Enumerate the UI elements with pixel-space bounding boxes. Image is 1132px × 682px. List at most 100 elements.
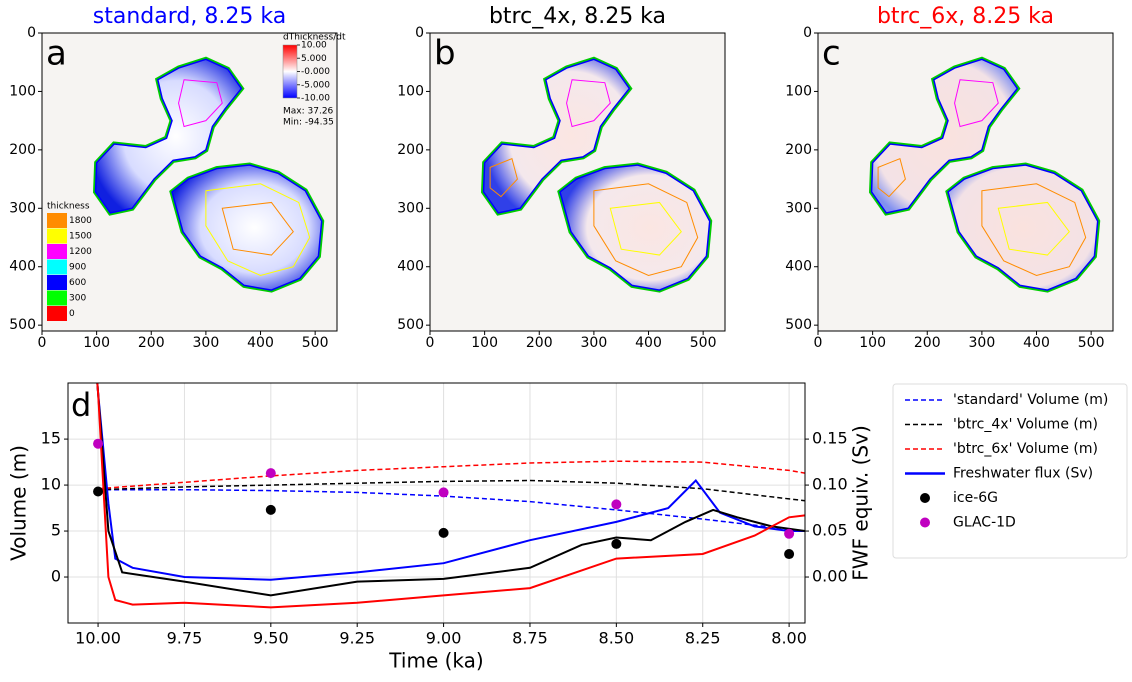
y-tick-label: 200 — [9, 142, 36, 158]
panel-letter: a — [46, 34, 67, 74]
series-line — [98, 490, 805, 531]
x-tick-label: 9.75 — [167, 629, 203, 648]
y-tick-label: 300 — [785, 200, 812, 216]
y-tick-label: 0 — [415, 25, 424, 41]
series-line — [95, 347, 805, 595]
legend-swatch — [47, 229, 67, 244]
x-tick-label: 9.50 — [253, 629, 289, 648]
x-tick-label: 0 — [38, 335, 47, 351]
data-point — [784, 549, 794, 559]
x-tick-label: 10.00 — [75, 629, 121, 648]
y-tick-label: 0 — [27, 25, 36, 41]
x-tick-label: 200 — [138, 335, 165, 351]
panel-title: btrc_4x, 8.25 ka — [489, 4, 666, 29]
colorbar-tick-label: 5.000 — [301, 54, 327, 64]
colorbar — [283, 45, 297, 98]
colorbar-tick-label: -0.000 — [301, 67, 330, 77]
panel-letter: b — [434, 34, 456, 74]
x-tick-label: 8.75 — [512, 629, 548, 648]
series-line — [95, 347, 805, 607]
y-tick-label: 15 — [41, 429, 61, 448]
legend-marker — [920, 493, 930, 503]
legend-swatch — [47, 244, 67, 259]
panel-letter: d — [71, 386, 91, 424]
x-tick-label: 400 — [1023, 335, 1050, 351]
data-point — [784, 529, 794, 539]
colorbar-tick-label: -5.000 — [301, 80, 330, 90]
y-tick-label: 5 — [51, 521, 61, 540]
y-tick-label: 400 — [785, 259, 812, 275]
x-tick-label: 300 — [969, 335, 996, 351]
y-tick-label: 100 — [9, 83, 36, 99]
x-tick-label: 400 — [635, 335, 662, 351]
y-axis-label: Volume (m) — [7, 445, 31, 561]
x-tick-label: 500 — [302, 335, 329, 351]
y-tick-label: 400 — [9, 259, 36, 275]
legend-swatch — [47, 306, 67, 321]
y-tick-label: 400 — [397, 259, 424, 275]
y-tick-label: 300 — [9, 200, 36, 216]
legend-label: ice-6G — [953, 490, 998, 506]
data-point — [266, 505, 276, 515]
y-tick-label: 300 — [397, 200, 424, 216]
x-tick-label: 100 — [83, 335, 110, 351]
x-tick-label: 100 — [471, 335, 498, 351]
legend-swatch — [47, 291, 67, 306]
legend-label: 900 — [69, 263, 86, 273]
x-tick-label: 8.00 — [771, 629, 807, 648]
legend-label: 0 — [69, 309, 75, 319]
x-tick-label: 200 — [526, 335, 553, 351]
x-tick-label: 8.25 — [685, 629, 721, 648]
legend-swatch — [47, 260, 67, 275]
x-axis-label: Time (ka) — [388, 649, 483, 673]
plot-frame — [68, 383, 805, 623]
y-tick-label: 10 — [41, 475, 61, 494]
colorbar-tick-label: -10.00 — [301, 94, 330, 104]
data-point — [611, 499, 621, 509]
panel-title: standard, 8.25 ka — [93, 4, 286, 29]
x-tick-label: 0 — [426, 335, 435, 351]
y2-tick-label: 0.15 — [812, 429, 848, 448]
x-tick-label: 9.25 — [339, 629, 375, 648]
x-tick-label: 9.00 — [426, 629, 462, 648]
x-tick-label: 300 — [581, 335, 608, 351]
legend-swatch — [47, 213, 67, 228]
x-tick-label: 300 — [193, 335, 220, 351]
x-tick-label: 0 — [814, 335, 823, 351]
colorbar-stat: Min: -94.35 — [283, 118, 334, 128]
legend-label: 1200 — [69, 247, 92, 257]
legend-label: 'btrc_6x' Volume (m) — [953, 441, 1098, 457]
panel-letter: c — [822, 34, 841, 74]
figure: standard, 8.25 kaa0100200300400500010020… — [0, 0, 1132, 678]
y2-tick-label: 0.00 — [812, 567, 848, 586]
x-tick-label: 100 — [859, 335, 886, 351]
y-tick-label: 0 — [51, 567, 61, 586]
x-tick-label: 500 — [690, 335, 717, 351]
x-tick-label: 8.50 — [599, 629, 635, 648]
panel-title: btrc_6x, 8.25 ka — [877, 4, 1054, 29]
x-tick-label: 200 — [914, 335, 941, 351]
y-tick-label: 500 — [9, 317, 36, 333]
data-point — [439, 528, 449, 538]
data-point — [611, 539, 621, 549]
y-tick-label: 500 — [397, 317, 424, 333]
y-tick-label: 0 — [803, 25, 812, 41]
legend-label: 1500 — [69, 232, 92, 242]
y2-axis-label: FWF equiv. (Sv) — [849, 425, 873, 581]
y-tick-label: 200 — [397, 142, 424, 158]
legend-marker — [920, 518, 930, 528]
legend-label: Freshwater flux (Sv) — [953, 466, 1093, 482]
x-tick-label: 500 — [1078, 335, 1105, 351]
legend-label: 600 — [69, 278, 86, 288]
y-tick-label: 100 — [785, 83, 812, 99]
legend-label: 'btrc_4x' Volume (m) — [953, 417, 1098, 433]
data-point — [93, 439, 103, 449]
data-point — [266, 468, 276, 478]
data-point — [439, 487, 449, 497]
colorbar-stat: Max: 37.26 — [283, 107, 334, 117]
y-tick-label: 100 — [397, 83, 424, 99]
legend-label: 300 — [69, 294, 86, 304]
data-point — [93, 487, 103, 497]
colorbar-tick-label: 10.00 — [301, 41, 327, 51]
y2-tick-label: 0.10 — [812, 475, 848, 494]
